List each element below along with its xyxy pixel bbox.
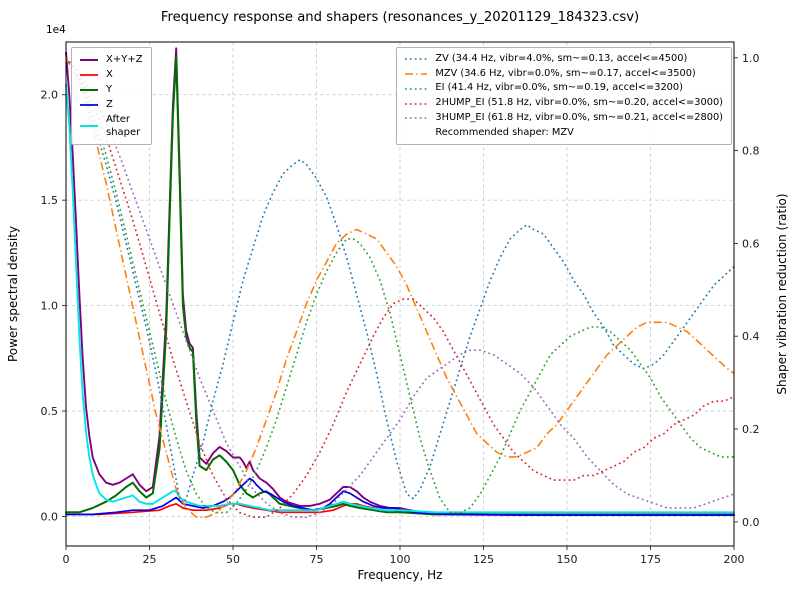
legend-label-after-shaper: After shaper bbox=[106, 114, 141, 138]
legend-item-z: Z bbox=[79, 97, 143, 112]
legend-label-2hump-ei: 2HUMP_EI (51.8 Hz, vibr=0.0%, sm~=0.20, … bbox=[435, 97, 723, 109]
legend-label-y: Y bbox=[106, 84, 113, 95]
legend-item-2hump-ei: 2HUMP_EI (51.8 Hz, vibr=0.0%, sm~=0.20, … bbox=[404, 96, 723, 111]
plot-area: 0 25 50 75 100 125 150 175 200 0.0 0.5 1.0 1.5 2.0 0.0… bbox=[41, 41, 760, 566]
x-tick-label: 100 bbox=[390, 553, 411, 566]
x-tick-label: 50 bbox=[226, 553, 240, 566]
chart-title: Frequency response and shapers (resonanc… bbox=[161, 10, 639, 25]
x-tick-label: 75 bbox=[310, 553, 324, 566]
x-axis-label: Frequency, Hz bbox=[358, 568, 443, 582]
legend-line-swatch-after-shaper bbox=[80, 125, 98, 127]
y-tick-label-left: 1.5 bbox=[41, 194, 59, 207]
y-tick-label-left: 0.0 bbox=[41, 510, 59, 523]
series-ei bbox=[65, 57, 734, 514]
series-zv bbox=[65, 57, 735, 505]
legend-shapers: ZV (34.4 Hz, vibr=4.0%, sm~=0.13, accel<… bbox=[396, 47, 732, 146]
legend-item-zv: ZV (34.4 Hz, vibr=4.0%, sm~=0.13, accel<… bbox=[404, 52, 723, 67]
y-tick-label-right: 0.8 bbox=[742, 145, 760, 158]
x-tick-label: 25 bbox=[143, 553, 157, 566]
series-mzv bbox=[65, 57, 735, 519]
legend-item-mzv: MZV (34.6 Hz, vibr=0.0%, sm~=0.17, accel… bbox=[404, 67, 723, 82]
legend-item-y: Y bbox=[79, 82, 143, 97]
x-tick-label: 125 bbox=[473, 553, 494, 566]
legend-line-swatch-mzv bbox=[405, 73, 428, 75]
legend-item-xyz: X+Y+Z bbox=[79, 52, 143, 67]
legend-label-mzv: MZV (34.6 Hz, vibr=0.0%, sm~=0.17, accel… bbox=[435, 67, 696, 79]
y-tick-label-left: 1.0 bbox=[41, 300, 59, 313]
x-tick-label: 175 bbox=[640, 553, 661, 566]
x-tick-label: 150 bbox=[557, 553, 578, 566]
legend-item-after-shaper: After shaper bbox=[79, 112, 143, 140]
legend-item-ei: EI (41.4 Hz, vibr=0.0%, sm~=0.19, accel<… bbox=[404, 81, 723, 96]
legend-label-xyz: X+Y+Z bbox=[106, 54, 143, 65]
y-axis-label-right: Shaper vibration reduction (ratio) bbox=[775, 193, 789, 394]
series-y bbox=[65, 55, 735, 516]
x-tick-label: 200 bbox=[724, 553, 745, 566]
y-tick-label-left: 2.0 bbox=[41, 89, 59, 102]
legend-line-swatch-xyz bbox=[80, 58, 98, 61]
legend-label-x: X bbox=[106, 69, 113, 80]
legend-label-z: Z bbox=[106, 99, 113, 110]
legend-psd: X+Y+Z X Y Z After shaper bbox=[71, 47, 152, 145]
legend-label-recommended-shaper: Recommended shaper: MZV bbox=[435, 126, 574, 138]
legend-label-zv: ZV (34.4 Hz, vibr=4.0%, sm~=0.13, accel<… bbox=[435, 53, 688, 64]
legend-line-swatch-recommended-shaper bbox=[404, 128, 428, 138]
legend-item-3hump-ei: 3HUMP_EI (61.8 Hz, vibr=0.0%, sm~=0.21, … bbox=[404, 111, 723, 126]
legend-line-swatch-2hump-ei bbox=[405, 102, 428, 105]
legend-line-swatch-x bbox=[80, 73, 98, 76]
legend-line-swatch-zv bbox=[405, 58, 428, 61]
y-axis-label-left: Power spectral density bbox=[6, 226, 20, 362]
y-tick-label-right: 0.6 bbox=[742, 237, 760, 250]
legend-item-recommended-shaper: Recommended shaper: MZV bbox=[404, 126, 723, 141]
y-tick-label-right: 1.0 bbox=[742, 52, 760, 65]
legend-label-ei: EI (41.4 Hz, vibr=0.0%, sm~=0.19, accel<… bbox=[435, 82, 683, 94]
y-tick-label-right: 0.2 bbox=[742, 423, 760, 436]
legend-line-swatch-z bbox=[80, 103, 98, 106]
y-tick-label-right: 0.4 bbox=[742, 330, 760, 343]
y-tick-label-left: 0.5 bbox=[41, 405, 59, 418]
axis-offset-label: 1e4 bbox=[46, 24, 66, 36]
series-2hump-ei bbox=[65, 57, 735, 519]
legend-label-3hump-ei: 3HUMP_EI (61.8 Hz, vibr=0.0%, sm~=0.21, … bbox=[435, 111, 723, 123]
legend-line-swatch-ei bbox=[405, 88, 428, 90]
series-after-shaper bbox=[65, 83, 735, 514]
x-tick-label: 0 bbox=[63, 553, 70, 566]
legend-line-swatch-3hump-ei bbox=[405, 117, 428, 120]
legend-line-swatch-y bbox=[80, 88, 98, 91]
y-tick-label-right: 0.0 bbox=[742, 516, 760, 529]
legend-item-x: X bbox=[79, 67, 143, 82]
